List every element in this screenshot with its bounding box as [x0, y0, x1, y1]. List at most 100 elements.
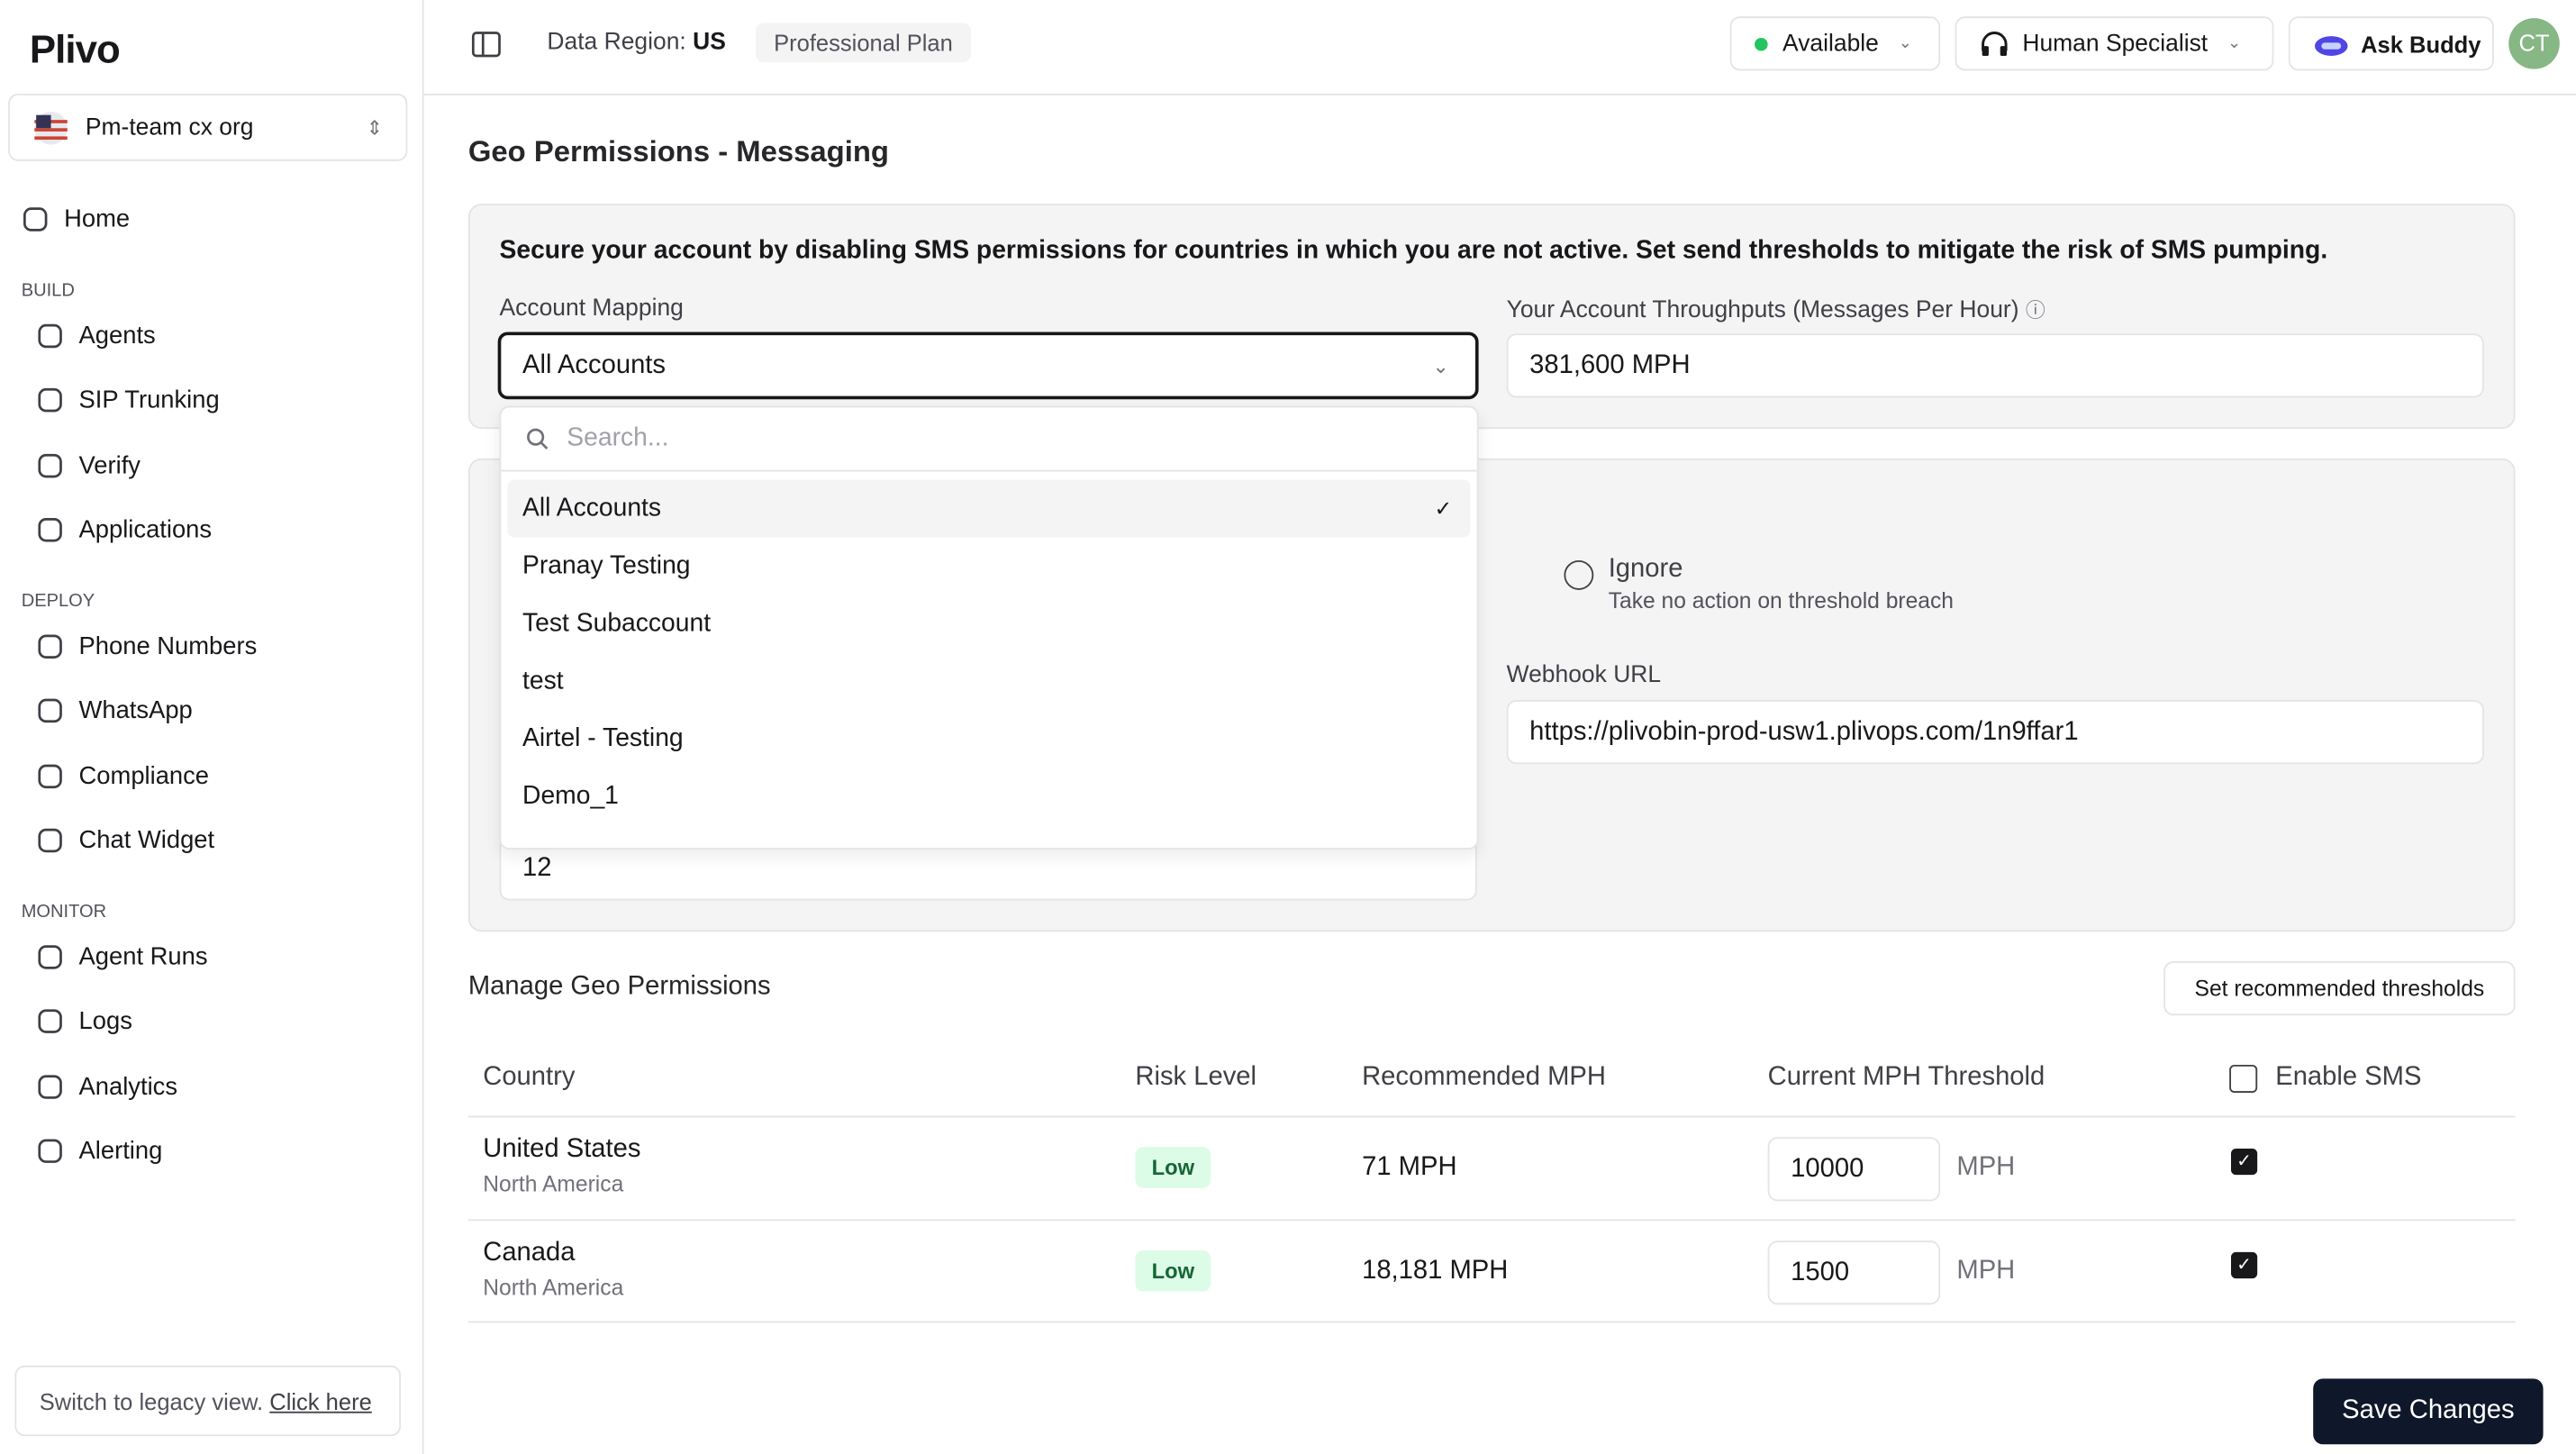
status-select[interactable]: Available ⌄ [1729, 16, 1941, 71]
plan-badge: Professional Plan [756, 23, 971, 63]
role: Human Specialist [2022, 30, 2209, 57]
check-icon: ✓ [1434, 495, 1453, 521]
threshold-input[interactable]: 10000 [1767, 1137, 1941, 1202]
nav-item[interactable]: Chat Widget [0, 808, 422, 873]
divider [467, 1115, 2516, 1118]
legacy-link[interactable]: Click here [269, 1387, 372, 1414]
column-header: Current MPH Threshold [1767, 1063, 2045, 1092]
nav-icon [38, 1074, 62, 1099]
nav-icon [38, 829, 62, 853]
recommended-mph: 18,181 MPH [1362, 1256, 1509, 1285]
column-header: Country [483, 1063, 576, 1092]
nav-label: WhatsApp [78, 696, 193, 725]
legacy-text: Switch to legacy view. [39, 1387, 264, 1414]
nav-item[interactable]: Agents [0, 304, 422, 368]
threshold-input[interactable]: 1500 [1767, 1240, 1941, 1304]
nav-item[interactable]: Alerting [0, 1119, 422, 1184]
account-dropdown: Search... All Accounts ✓ Pranay Testing Tes… [499, 405, 1479, 850]
dropdown-option[interactable]: Demo_1 [508, 768, 1471, 825]
nav: Home BUILD Agents SIP Trunking Verify Applica… [0, 187, 422, 1184]
page-title: Geo Permissions - Messaging [467, 134, 889, 168]
ignore-label: Ignore [1608, 555, 1683, 584]
nav-icon [38, 634, 62, 659]
nav-item[interactable]: Analytics [0, 1054, 422, 1119]
dropdown-option[interactable]: Airtel - Testing [508, 710, 1471, 768]
column-header: Recommended MPH [1362, 1063, 1606, 1092]
dropdown-option[interactable]: test [508, 652, 1471, 710]
footer-bar [423, 1347, 2576, 1454]
save-button[interactable]: Save Changes [2313, 1378, 2544, 1445]
nav-label: Analytics [78, 1072, 178, 1101]
country: Canada [483, 1238, 576, 1267]
unit: MPH [1956, 1256, 2016, 1285]
nav-icon [38, 764, 62, 788]
nav-item[interactable]: Applications [0, 498, 422, 563]
flag [34, 111, 68, 144]
legacy-box: Switch to legacy view. Click here [14, 1365, 402, 1437]
divider [467, 1218, 2516, 1221]
throughput-label-text: Your Account Throughputs (Messages Per H… [1506, 297, 2019, 324]
nav-icon [38, 388, 62, 413]
webhook-label: Webhook URL [1506, 662, 1662, 689]
sidebar-toggle[interactable] [471, 30, 501, 59]
nav-icon [38, 944, 62, 969]
account-select[interactable]: All Accounts ⌄ [497, 332, 1479, 400]
unit: MPH [1956, 1153, 2016, 1182]
account-selected: All Accounts [522, 351, 667, 380]
option-label: Demo_1 [522, 781, 619, 810]
notice: Secure your account by disabling SMS per… [499, 236, 2328, 265]
logo: Plivo [29, 28, 121, 73]
nav-icon [23, 207, 48, 232]
dropdown-option[interactable]: All Accounts ✓ [507, 479, 1471, 538]
nav-section: DEPLOY [21, 590, 95, 611]
nav-item[interactable]: Agent Runs [0, 924, 422, 989]
ignore-desc: Take no action on threshold breach [1608, 587, 1954, 613]
nav-section: MONITOR [21, 901, 107, 922]
nav-item[interactable]: WhatsApp [0, 678, 422, 743]
divider [467, 1321, 2516, 1323]
throughput-label: Your Account Throughputs (Messages Per H… [1506, 297, 2045, 324]
nav-icon [38, 1139, 62, 1164]
nav-label: Phone Numbers [78, 632, 258, 660]
nav-label: SIP Trunking [78, 386, 220, 415]
webhook-url[interactable]: https://plivobin-prod-usw1.plivops.com/1… [1506, 700, 2484, 765]
dropdown-option[interactable]: Test Subaccount [508, 595, 1471, 652]
role-select[interactable]: Human Specialist ⌄ [1955, 16, 2274, 71]
dropdown-option[interactable]: Pranay Testing [508, 537, 1471, 595]
nav-item[interactable]: SIP Trunking [0, 368, 422, 433]
nav-icon [38, 453, 62, 477]
org-switcher[interactable]: Pm-team cx org ⇕ [8, 93, 408, 161]
org-name: Pm-team cx org [85, 114, 254, 141]
enable-checkbox[interactable]: ✓ [2230, 1250, 2258, 1278]
region: US [693, 29, 726, 57]
geo-title: Manage Geo Permissions [467, 972, 771, 1001]
option-label: All Accounts [522, 494, 662, 523]
nav-icon [38, 699, 62, 723]
nav-item[interactable]: Verify [0, 433, 422, 498]
topbar: Data Region: US Professional Plan Availa… [423, 0, 2576, 95]
nav-item[interactable]: Logs [0, 989, 422, 1054]
header-checkbox[interactable] [2229, 1064, 2258, 1093]
recommend-button[interactable]: Set recommended thresholds [2163, 961, 2516, 1016]
avatar[interactable]: CT [2508, 18, 2560, 69]
nav-item[interactable]: Compliance [0, 743, 422, 808]
recommended-mph: 71 MPH [1362, 1153, 1457, 1182]
dropdown-search[interactable]: Search... [501, 407, 1477, 472]
buddy: Ask Buddy [2361, 30, 2481, 57]
region-label: Data Region: [547, 29, 686, 57]
option-label: Airtel - Testing [522, 723, 684, 752]
nav-item[interactable]: Phone Numbers [0, 613, 422, 678]
throughput-value: 381,600 MPH [1506, 333, 2484, 398]
nav-icon [38, 323, 62, 348]
risk-badge: Low [1135, 1147, 1211, 1188]
nav-item[interactable]: Home [0, 187, 422, 252]
enable-checkbox[interactable]: ✓ [2230, 1148, 2258, 1176]
search-placeholder: Search... [567, 423, 669, 452]
column-header: Risk Level [1135, 1063, 1257, 1092]
nav-icon [38, 518, 62, 542]
ignore-radio[interactable] [1564, 559, 1594, 590]
nav-label: Logs [78, 1007, 132, 1036]
nav-label: Compliance [78, 761, 210, 790]
buddy-button[interactable]: Ask Buddy [2288, 16, 2494, 71]
region: North America [483, 1171, 624, 1196]
